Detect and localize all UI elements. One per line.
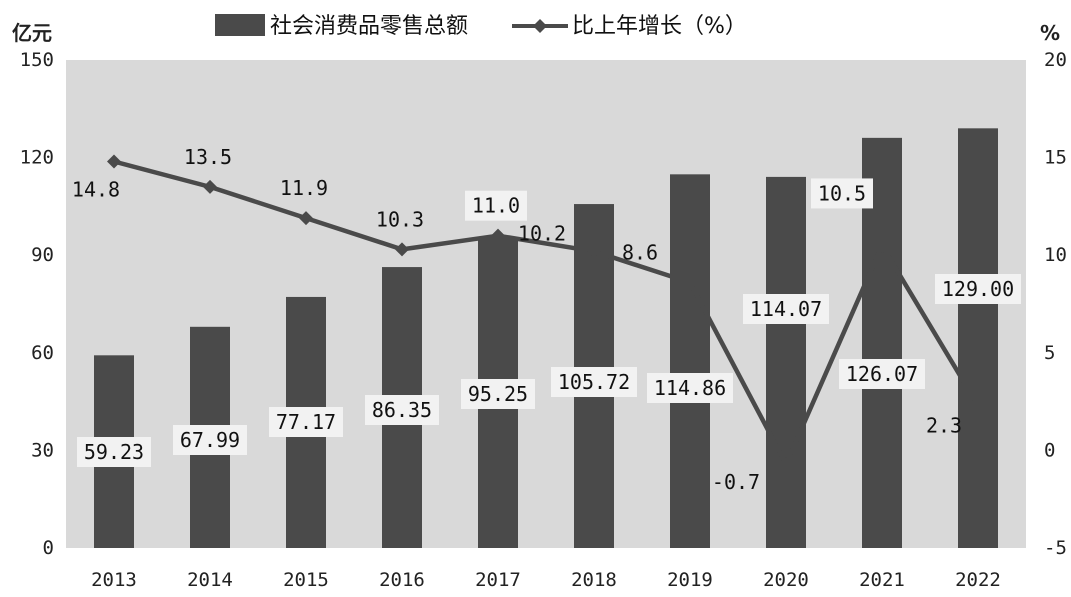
growth-label-2016: 10.3 <box>376 207 424 231</box>
growth-label-2014: 13.5 <box>184 145 232 169</box>
x-tick-2014: 2014 <box>187 569 233 591</box>
svg-text:126.07: 126.07 <box>846 362 918 386</box>
bar-label-2022: 129.00 <box>935 274 1021 304</box>
growth-point-2021 <box>875 238 889 253</box>
x-tick-2013: 2013 <box>91 569 137 591</box>
svg-text:10.5: 10.5 <box>818 181 866 205</box>
bar-label-2014: 67.99 <box>173 425 247 455</box>
y-left-tick-90: 90 <box>31 244 54 266</box>
growth-point-2018 <box>587 244 601 259</box>
y-right-tick-5: 5 <box>1044 342 1055 364</box>
growth-point-2016 <box>395 242 409 257</box>
growth-point-2013 <box>107 154 121 169</box>
growth-point-2020 <box>779 457 793 472</box>
y-right-tick-15: 15 <box>1044 147 1067 169</box>
x-tick-2017: 2017 <box>475 569 521 591</box>
x-tick-2016: 2016 <box>379 569 425 591</box>
legend-bar-swatch <box>215 14 265 36</box>
growth-label-2022: 2.3 <box>926 414 962 438</box>
svg-text:-0.7: -0.7 <box>712 470 760 494</box>
y-left-axis-title: 亿元 <box>12 21 52 45</box>
growth-point-2014 <box>203 179 217 194</box>
growth-label-2013: 14.8 <box>72 178 120 202</box>
svg-text:13.5: 13.5 <box>184 145 232 169</box>
y-right-axis-title: % <box>1040 21 1060 45</box>
growth-label-2015: 11.9 <box>280 176 328 200</box>
axes: 亿元 % 0 30 60 90 120 150 -5 0 5 10 15 20 2013 2014 2015… <box>12 21 1067 591</box>
x-tick-2022: 2022 <box>955 569 1001 591</box>
x-tick-2019: 2019 <box>667 569 713 591</box>
growth-point-2017 <box>491 228 505 243</box>
growth-label-2018: 10.2 <box>518 221 566 245</box>
x-tick-2015: 2015 <box>283 569 329 591</box>
bar-label-2020: 114.07 <box>743 294 829 324</box>
x-tick-2018: 2018 <box>571 569 617 591</box>
growth-point-2019 <box>683 275 697 290</box>
svg-text:2.3: 2.3 <box>926 414 962 438</box>
y-left-tick-0: 0 <box>43 537 54 559</box>
data-labels: 59.23 67.99 77.17 86.35 95.25 105.72 114.86 114… <box>72 145 1021 494</box>
y-left-tick-30: 30 <box>31 439 54 461</box>
growth-point-2022 <box>971 398 985 413</box>
svg-text:8.6: 8.6 <box>622 241 658 265</box>
bar-label-2017: 95.25 <box>461 379 535 409</box>
line-series <box>107 154 985 472</box>
svg-text:129.00: 129.00 <box>942 277 1014 301</box>
svg-text:114.07: 114.07 <box>750 297 822 321</box>
svg-text:10.3: 10.3 <box>376 207 424 231</box>
bar-2022 <box>958 128 998 548</box>
svg-text:11.0: 11.0 <box>472 194 520 218</box>
growth-line <box>113 159 980 467</box>
bar-label-2016: 86.35 <box>365 395 439 425</box>
growth-point-2015 <box>299 211 313 226</box>
legend-line-marker <box>533 19 547 33</box>
growth-label-2019: 8.6 <box>622 241 658 265</box>
x-tick-2021: 2021 <box>859 569 905 591</box>
y-left-tick-120: 120 <box>20 147 54 169</box>
y-right-tick--5: -5 <box>1044 537 1067 559</box>
y-right-tick-0: 0 <box>1044 439 1055 461</box>
legend-bar-label: 社会消费品零售总额 <box>270 14 468 39</box>
bar-label-2018: 105.72 <box>551 367 637 397</box>
svg-text:95.25: 95.25 <box>468 382 528 406</box>
bar-label-2013: 59.23 <box>77 437 151 467</box>
svg-text:77.17: 77.17 <box>276 410 336 434</box>
x-tick-2020: 2020 <box>763 569 809 591</box>
svg-text:67.99: 67.99 <box>180 428 240 452</box>
svg-text:10.2: 10.2 <box>518 221 566 245</box>
growth-label-2021: 10.5 <box>811 178 873 209</box>
legend: 社会消费品零售总额 比上年增长（%） <box>215 14 747 39</box>
bar-label-2021: 126.07 <box>839 359 925 389</box>
growth-label-2017: 11.0 <box>465 190 527 221</box>
svg-text:14.8: 14.8 <box>72 178 120 202</box>
bar-label-2019: 114.86 <box>647 373 733 403</box>
svg-text:86.35: 86.35 <box>372 398 432 422</box>
svg-text:11.9: 11.9 <box>280 176 328 200</box>
y-right-tick-20: 20 <box>1044 49 1067 71</box>
svg-text:59.23: 59.23 <box>84 440 144 464</box>
svg-text:105.72: 105.72 <box>558 370 630 394</box>
growth-label-2020: -0.7 <box>712 470 760 494</box>
y-left-tick-60: 60 <box>31 342 54 364</box>
bar-2019 <box>670 174 710 548</box>
y-right-tick-10: 10 <box>1044 244 1067 266</box>
bar-label-2015: 77.17 <box>269 407 343 437</box>
svg-text:114.86: 114.86 <box>654 376 726 400</box>
bar-2020 <box>766 176 806 548</box>
y-left-tick-150: 150 <box>20 49 54 71</box>
legend-line-label: 比上年增长（%） <box>572 14 747 39</box>
